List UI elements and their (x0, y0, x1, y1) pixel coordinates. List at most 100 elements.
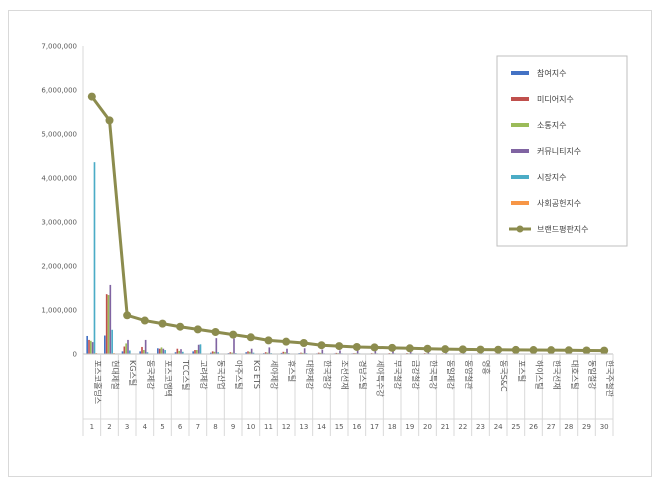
x-category-label: 하이스틸 (535, 360, 545, 389)
bar-1-4 (139, 351, 141, 354)
x-category-label: 대한제강 (305, 360, 315, 390)
x-rank-label: 2 (107, 423, 111, 431)
x-rank-label: 18 (388, 423, 397, 431)
bar-1-10 (245, 352, 247, 354)
x-category-label: 현대제철 (111, 360, 121, 389)
brand-index-point-22 (458, 345, 467, 354)
x-category-label: 금강철강 (411, 360, 421, 390)
bar-2-3 (123, 346, 126, 354)
legend-label: 참여지수 (537, 68, 566, 78)
bar-2-11 (264, 352, 267, 354)
bar-3-5 (160, 347, 163, 354)
x-rank-label: 15 (335, 423, 344, 431)
brand-index-point-27 (547, 346, 556, 355)
bar-2-9 (229, 352, 232, 354)
bar-3-11 (266, 352, 269, 354)
brand-index-point-14 (317, 341, 326, 350)
bar-3-12 (284, 352, 286, 354)
bar-2-14 (317, 352, 320, 354)
y-tick-label: 2,000,000 (41, 263, 77, 271)
bar-2-12 (282, 351, 285, 354)
x-category-label: 대호스틸 (570, 360, 580, 389)
brand-index-point-24 (494, 345, 503, 354)
x-rank-label: 4 (143, 423, 148, 431)
x-category-label: 동양철관 (464, 360, 474, 390)
bar-3-3 (125, 343, 127, 354)
bar-1-5 (157, 348, 159, 354)
x-rank-label: 7 (196, 423, 200, 431)
bar-1-12 (280, 352, 283, 354)
brand-index-point-4 (140, 316, 149, 325)
x-category-label: KG ETS (252, 360, 261, 389)
x-rank-label: 22 (458, 423, 467, 431)
y-tick-label: 7,000,000 (41, 43, 77, 51)
bar-5-1 (93, 162, 96, 354)
x-rank-label: 11 (264, 423, 273, 431)
bar-5-7 (199, 344, 202, 354)
bar-4-18 (392, 350, 394, 354)
bar-4-11 (268, 347, 271, 354)
brand-index-point-20 (423, 344, 432, 353)
x-category-label: 고려제강 (199, 360, 209, 390)
x-rank-label: 28 (564, 423, 573, 431)
x-category-label: 휴스틸 (287, 360, 297, 382)
x-category-label: 세아특수강 (376, 360, 386, 397)
bar-5-2 (111, 329, 113, 354)
brand-index-point-26 (529, 346, 538, 355)
bar-5-5 (164, 350, 166, 354)
x-category-label: 한국철강 (323, 360, 333, 390)
legend-label: 브랜드평판지수 (537, 224, 589, 234)
x-axis: 포스코홀딩스 1 현대제철 2 KG스틸 3 동국제강 4 포스코엠텍 5 TCC스틸 6 고려제강 7 동… (82, 353, 615, 436)
bar-2-10 (247, 351, 249, 354)
x-rank-label: 16 (352, 423, 361, 431)
y-tick-label: 6,000,000 (41, 87, 77, 95)
x-rank-label: 1 (90, 423, 94, 431)
legend-label: 미디어지수 (537, 94, 574, 104)
bar-5-10 (252, 352, 255, 354)
y-tick-label: 4,000,000 (41, 175, 77, 183)
bar-5-4 (146, 352, 149, 354)
legend-swatch (511, 123, 529, 127)
x-rank-label: 17 (370, 423, 379, 431)
legend-label: 커뮤니티지수 (537, 146, 581, 156)
x-category-label: 포스틸 (517, 360, 527, 382)
bar-2-13 (300, 352, 302, 354)
x-category-label: 동국제강 (146, 360, 156, 390)
x-rank-label: 30 (600, 423, 609, 431)
bar-3-6 (178, 350, 180, 354)
x-rank-label: 8 (213, 423, 217, 431)
bar-2-15 (335, 352, 338, 354)
bar-4-16 (356, 350, 359, 354)
bar-5-3 (128, 350, 131, 354)
x-category-label: 포스코홀딩스 (93, 360, 103, 404)
bar-3-13 (302, 352, 304, 354)
bar-2-7 (194, 350, 196, 354)
y-tick-label: 5,000,000 (41, 131, 77, 139)
bar-4-4 (144, 339, 147, 354)
x-category-label: KG스틸 (128, 360, 138, 386)
brand-index-point-17 (370, 343, 379, 352)
brand-index-point-18 (388, 343, 397, 352)
legend-swatch (511, 149, 529, 153)
bar-2-1 (88, 339, 90, 354)
brand-index-point-8 (211, 328, 220, 336)
bar-1-7 (192, 351, 194, 354)
legend-swatch (511, 201, 529, 205)
x-rank-label: 19 (405, 423, 414, 431)
x-rank-label: 5 (160, 423, 164, 431)
x-rank-label: 20 (423, 423, 432, 431)
chart-frame: 0 1,000,000 2,000,000 3,000,000 4,000,000 5,0… (8, 10, 652, 477)
x-category-label: 조선선재 (340, 360, 349, 389)
bar-5-8 (217, 352, 219, 354)
x-rank-label: 13 (299, 423, 308, 431)
brand-index-point-12 (282, 337, 291, 346)
x-category-label: 세아제강 (270, 360, 280, 390)
bar-4-15 (339, 350, 341, 354)
bar-3-4 (143, 350, 145, 354)
brand-index-point-23 (476, 345, 485, 354)
legend-label: 소통지수 (537, 121, 566, 130)
brand-index-point-3 (123, 311, 132, 320)
brand-index-point-11 (264, 336, 273, 345)
legend-swatch (511, 97, 529, 101)
brand-index-point-2 (105, 116, 114, 125)
